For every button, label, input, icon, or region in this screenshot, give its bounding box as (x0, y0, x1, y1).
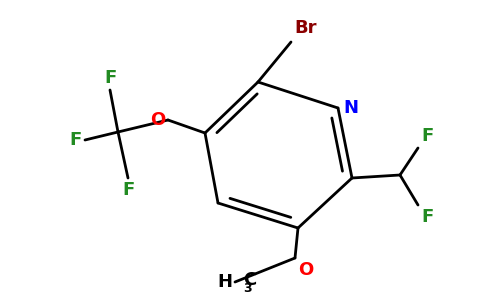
Text: 3: 3 (243, 281, 252, 295)
Text: Br: Br (294, 19, 317, 37)
Text: O: O (298, 261, 313, 279)
Text: N: N (343, 99, 358, 117)
Text: F: F (104, 69, 116, 87)
Text: H: H (217, 273, 232, 291)
Text: C: C (243, 271, 256, 289)
Text: F: F (421, 208, 433, 226)
Text: F: F (421, 127, 433, 145)
Text: F: F (122, 181, 134, 199)
Text: O: O (150, 111, 165, 129)
Text: F: F (70, 131, 82, 149)
